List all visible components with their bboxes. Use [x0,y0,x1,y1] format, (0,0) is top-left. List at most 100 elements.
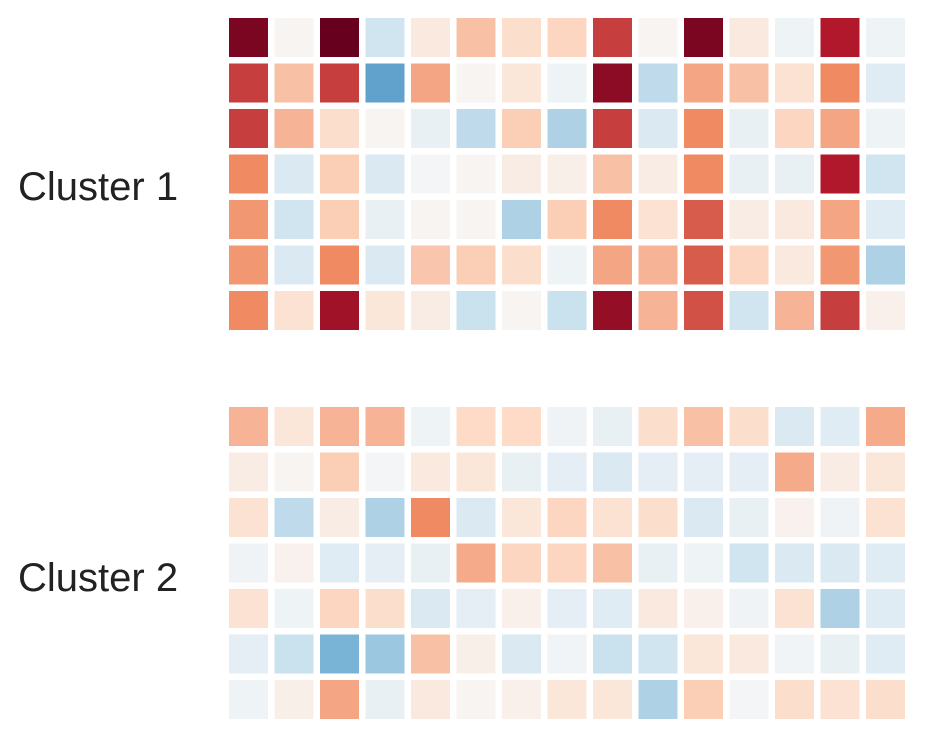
cluster-2-cell-r1-c12 [729,407,769,446]
cluster-1-cell-r5-c4 [365,200,405,239]
cluster-1-cell-r3-c2 [274,109,314,148]
cluster-1-label: Cluster 1 [18,165,179,209]
cluster-2-cell-r2-c7 [502,452,541,492]
cluster-1-cell-r2-c8 [547,63,587,103]
cluster-2-cell-r3-c8 [547,498,587,537]
cluster-2-cell-r5-c8 [547,589,587,628]
cluster-1-cell-r2-c11 [684,63,723,103]
cluster-2-cell-r6-c4 [365,634,405,674]
cluster-2-cell-r6-c8 [547,634,587,674]
cluster-1-cell-r6-c14 [820,245,860,285]
cluster-2-cell-r2-c12 [729,452,769,492]
cluster-2-cell-r3-c14 [820,498,860,537]
cluster-2-cell-r2-c10 [638,452,678,492]
cluster-1-cell-r5-c13 [775,200,814,239]
cluster-2-cell-r1-c6 [456,407,496,446]
cluster-1-cell-r1-c10 [638,18,678,57]
cluster-1-cell-r6-c1 [229,245,268,285]
cluster-1-cell-r2-c2 [274,63,314,103]
cluster-1-cell-r2-c6 [456,63,496,103]
cluster-1-cell-r6-c13 [775,245,814,285]
cluster-1-cell-r6-c9 [593,245,632,285]
cluster-2-cell-r7-c1 [229,680,268,719]
cluster-1-cell-r1-c13 [775,18,814,57]
cluster-2-cell-r5-c11 [684,589,723,628]
cluster-2-cell-r3-c2 [274,498,314,537]
cluster-2-cell-r1-c1 [229,407,268,446]
cluster-1-cell-r5-c11 [684,200,723,239]
cluster-1-cell-r7-c1 [229,291,268,330]
cluster-1-cell-r5-c1 [229,200,268,239]
cluster-2-cell-r2-c14 [820,452,860,492]
cluster-1-cell-r7-c7 [502,291,541,330]
cluster-2-cell-r1-c14 [820,407,860,446]
cluster-2-cell-r3-c4 [365,498,405,537]
cluster-2-cell-r4-c15 [866,543,905,583]
cluster-1-cell-r1-c1 [229,18,268,57]
cluster-2-cell-r7-c12 [729,680,769,719]
cluster-1-cell-r5-c5 [411,200,450,239]
cluster-1-cell-r6-c5 [411,245,450,285]
cluster-1-cell-r4-c13 [775,154,814,194]
cluster-2-cell-r2-c1 [229,452,268,492]
cluster-2-cell-r6-c11 [684,634,723,674]
cluster-1-cell-r7-c5 [411,291,450,330]
cluster-1-cell-r7-c12 [729,291,769,330]
cluster-1-cell-r6-c15 [866,245,905,285]
cluster-1-cell-r4-c10 [638,154,678,194]
cluster-1-cell-r3-c4 [365,109,405,148]
cluster-2-cell-r5-c3 [320,589,359,628]
cluster-1-cell-r2-c13 [775,63,814,103]
cluster-2-heatmap [229,407,905,719]
cluster-1-cell-r2-c1 [229,63,268,103]
cluster-2-cell-r5-c14 [820,589,860,628]
cluster-1-cell-r6-c8 [547,245,587,285]
cluster-1-cell-r4-c1 [229,154,268,194]
cluster-1-cell-r3-c15 [866,109,905,148]
cluster-1-cell-r3-c3 [320,109,359,148]
cluster-2-cell-r4-c7 [502,543,541,583]
cluster-2-cell-r7-c4 [365,680,405,719]
cluster-1-cell-r5-c15 [866,200,905,239]
cluster-2-cell-r4-c4 [365,543,405,583]
cluster-1-cell-r3-c9 [593,109,632,148]
cluster-1-cell-r3-c8 [547,109,587,148]
cluster-1-cell-r5-c6 [456,200,496,239]
cluster-1-cell-r2-c9 [593,63,632,103]
cluster-1-cell-r4-c2 [274,154,314,194]
cluster-1-cell-r3-c11 [684,109,723,148]
cluster-2-cell-r6-c7 [502,634,541,674]
cluster-2-cell-r3-c10 [638,498,678,537]
cluster-2-cell-r2-c8 [547,452,587,492]
cluster-1-cell-r1-c8 [547,18,587,57]
cluster-2-cell-r7-c9 [593,680,632,719]
cluster-1-cell-r4-c4 [365,154,405,194]
cluster-2-cell-r7-c15 [866,680,905,719]
cluster-1-cell-r1-c3 [320,18,359,57]
cluster-2-cell-r1-c7 [502,407,541,446]
cluster-2-cell-r6-c5 [411,634,450,674]
cluster-1-cell-r6-c12 [729,245,769,285]
cluster-2-cell-r1-c5 [411,407,450,446]
cluster-2-cell-r7-c11 [684,680,723,719]
cluster-1-cell-r2-c15 [866,63,905,103]
cluster-2-cell-r3-c13 [775,498,814,537]
cluster-2-cell-r7-c10 [638,680,678,719]
cluster-2-cell-r5-c13 [775,589,814,628]
cluster-2-cell-r1-c4 [365,407,405,446]
cluster-2-cell-r4-c13 [775,543,814,583]
cluster-2-cell-r6-c1 [229,634,268,674]
cluster-2-cell-r6-c13 [775,634,814,674]
cluster-2-cell-r5-c9 [593,589,632,628]
cluster-2-cell-r2-c4 [365,452,405,492]
cluster-1-cell-r5-c9 [593,200,632,239]
cluster-2-cell-r5-c1 [229,589,268,628]
cluster-2-cell-r6-c15 [866,634,905,674]
cluster-2-cell-r1-c11 [684,407,723,446]
cluster-2-cell-r3-c11 [684,498,723,537]
cluster-1-cell-r7-c3 [320,291,359,330]
cluster-1-cell-r4-c7 [502,154,541,194]
cluster-1-cell-r3-c7 [502,109,541,148]
cluster-1-cell-r1-c11 [684,18,723,57]
cluster-1-cell-r1-c7 [502,18,541,57]
